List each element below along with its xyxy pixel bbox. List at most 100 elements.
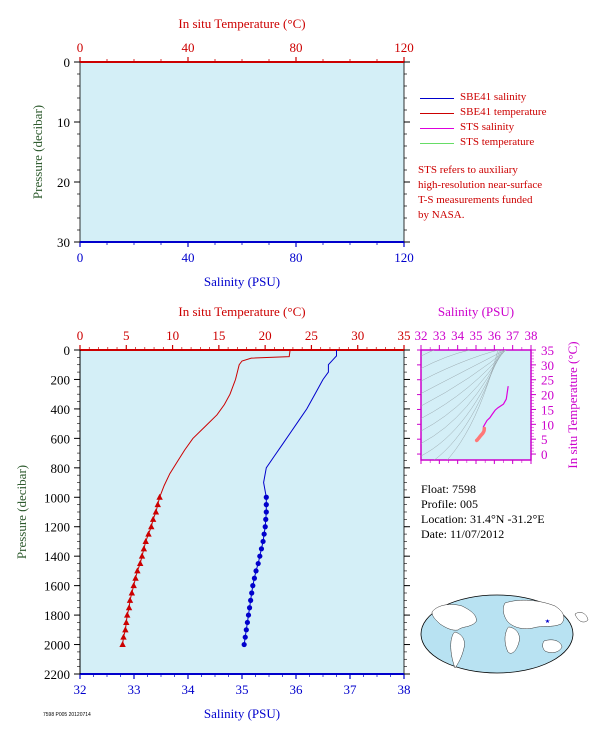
salinity-marker xyxy=(260,538,266,545)
temperature-marker xyxy=(126,596,134,603)
legend-swatch-sts-temperature xyxy=(420,143,454,144)
p2-series xyxy=(119,349,337,648)
p2-y-tick-label: 0 xyxy=(64,343,71,358)
p3-y-tick-label: 15 xyxy=(541,402,554,417)
salinity-marker xyxy=(241,641,247,648)
salinity-marker xyxy=(257,553,263,559)
temperature-marker xyxy=(120,633,127,640)
temperature-marker xyxy=(152,508,160,515)
salinity-marker xyxy=(249,590,255,596)
p1-y-tick-label: 20 xyxy=(57,175,70,190)
legend-swatch-sbe41-salinity xyxy=(420,98,454,99)
temperature-marker xyxy=(140,545,148,552)
p2-y-tick-label: 2000 xyxy=(44,638,70,653)
p1-ticks: 0 40 80 120 0 40 80 120 0 10 20 30 xyxy=(57,40,414,265)
ts-panel: Salinity (PSU) In situ Temperature (°C) … xyxy=(415,304,581,469)
temperature-marker xyxy=(122,626,129,633)
sts-note-line-3: T-S measurements funded xyxy=(418,194,533,206)
salinity-marker xyxy=(251,575,258,581)
p2-top-tick-label: 25 xyxy=(305,328,318,343)
profile-date: Date: 11/07/2012 xyxy=(421,527,505,541)
temperature-marker xyxy=(148,523,155,530)
ts-density-contour xyxy=(421,350,471,369)
p3-y-tick-label: 20 xyxy=(541,388,554,403)
p1-y-tick-label: 0 xyxy=(64,55,71,70)
sts-note-line-2: high-resolution near-surface xyxy=(418,179,543,191)
p3-y-tick-label: 35 xyxy=(541,343,554,358)
temperature-marker xyxy=(145,530,152,537)
p3-series xyxy=(474,386,509,443)
p2-top-tick-label: 0 xyxy=(77,328,84,343)
p2-y-tick-label: 600 xyxy=(51,431,71,446)
salinity-marker xyxy=(258,546,265,552)
ts-density-contour xyxy=(446,350,499,460)
ts-density-contour xyxy=(421,350,435,357)
p2-y-tick-label: 400 xyxy=(51,402,71,417)
salinity-marker xyxy=(248,597,254,603)
p1-y-tick-label: 30 xyxy=(57,235,70,250)
location-map xyxy=(420,594,589,674)
p2-top-tick-label: 30 xyxy=(351,328,364,343)
salinity-marker xyxy=(263,494,269,500)
p3-top-axis-label: Salinity (PSU) xyxy=(438,304,514,319)
p2-y-tick-label: 2200 xyxy=(44,667,70,682)
ts-plot-area xyxy=(420,349,532,461)
legend-label-sts-salinity: STS salinity xyxy=(460,121,515,133)
salinity-marker xyxy=(243,627,249,633)
temperature-marker xyxy=(154,501,161,508)
salinity-marker xyxy=(262,524,268,530)
p1-y-tick-label: 10 xyxy=(57,115,70,130)
footer-tag: 7598 P005 20120714 xyxy=(43,712,91,718)
temperature-marker xyxy=(138,552,146,559)
salinity-marker xyxy=(263,509,269,515)
map-land xyxy=(431,599,589,669)
p3-y-tick-label: 10 xyxy=(541,417,554,432)
p2-bottom-tick-label: 38 xyxy=(398,682,411,697)
salinity-marker xyxy=(261,531,267,537)
p3-x-tick-label: 38 xyxy=(525,328,538,343)
p1-top-tick-label: 0 xyxy=(77,40,84,55)
p2-top-tick-label: 20 xyxy=(259,328,272,343)
sts-note-line-1: STS refers to auxiliary xyxy=(418,164,518,176)
legend-swatch-sts-salinity xyxy=(420,128,454,129)
salinity-marker xyxy=(242,634,248,640)
p2-y-tick-label: 1400 xyxy=(44,549,70,564)
ts-density-contour xyxy=(421,350,500,382)
ts-density-contour xyxy=(421,350,502,457)
temperature-marker xyxy=(124,611,131,618)
p3-y-axis-label: In situ Temperature (°C) xyxy=(565,341,580,468)
p2-ticks: 0 5 10 15 20 25 30 35 32 33 34 35 36 37 38 0 200 400 600 80… xyxy=(44,328,411,697)
temperature-marker xyxy=(142,537,149,544)
p2-y-axis-label: Pressure (decibar) xyxy=(14,465,29,559)
p2-top-tick-label: 15 xyxy=(212,328,225,343)
temperature-marker xyxy=(156,493,163,500)
salinity-marker xyxy=(244,619,250,626)
salinity-marker xyxy=(255,560,261,567)
sts-note-line-4: by NASA. xyxy=(418,209,465,221)
p3-y-tick-label: 0 xyxy=(541,447,548,462)
float-location: Location: 31.4°N -31.2°E xyxy=(421,512,545,526)
legend-label-sts-temperature: STS temperature xyxy=(460,136,535,148)
sts-note: STS refers to auxiliary high-resolution … xyxy=(418,163,593,223)
p3-x-tick-label: 36 xyxy=(488,328,502,343)
p2-y-tick-label: 1000 xyxy=(44,490,70,505)
salinity-marker xyxy=(246,605,253,611)
p1-top-axis-label: In situ Temperature (°C) xyxy=(178,16,305,31)
p1-top-tick-label: 40 xyxy=(182,40,195,55)
p1-bottom-tick-label: 40 xyxy=(182,250,195,265)
legend-label-sbe41-temperature: SBE41 temperature xyxy=(460,106,547,118)
p2-y-tick-label: 1800 xyxy=(44,608,70,623)
p1-bottom-tick-label: 120 xyxy=(394,250,414,265)
p3-x-tick-label: 32 xyxy=(415,328,428,343)
p2-y-tick-label: 800 xyxy=(51,461,71,476)
p3-x-tick-label: 35 xyxy=(470,328,483,343)
p1-y-axis-label: Pressure (decibar) xyxy=(30,105,45,199)
p2-bottom-tick-label: 32 xyxy=(74,682,87,697)
p3-x-tick-label: 34 xyxy=(451,328,465,343)
p1-bottom-tick-label: 80 xyxy=(290,250,303,265)
p2-top-tick-label: 35 xyxy=(398,328,411,343)
near-surface-panel: In situ Temperature (°C) Salinity (PSU) … xyxy=(30,16,414,289)
p2-bottom-tick-label: 33 xyxy=(128,682,141,697)
p2-bottom-tick-label: 37 xyxy=(344,682,358,697)
